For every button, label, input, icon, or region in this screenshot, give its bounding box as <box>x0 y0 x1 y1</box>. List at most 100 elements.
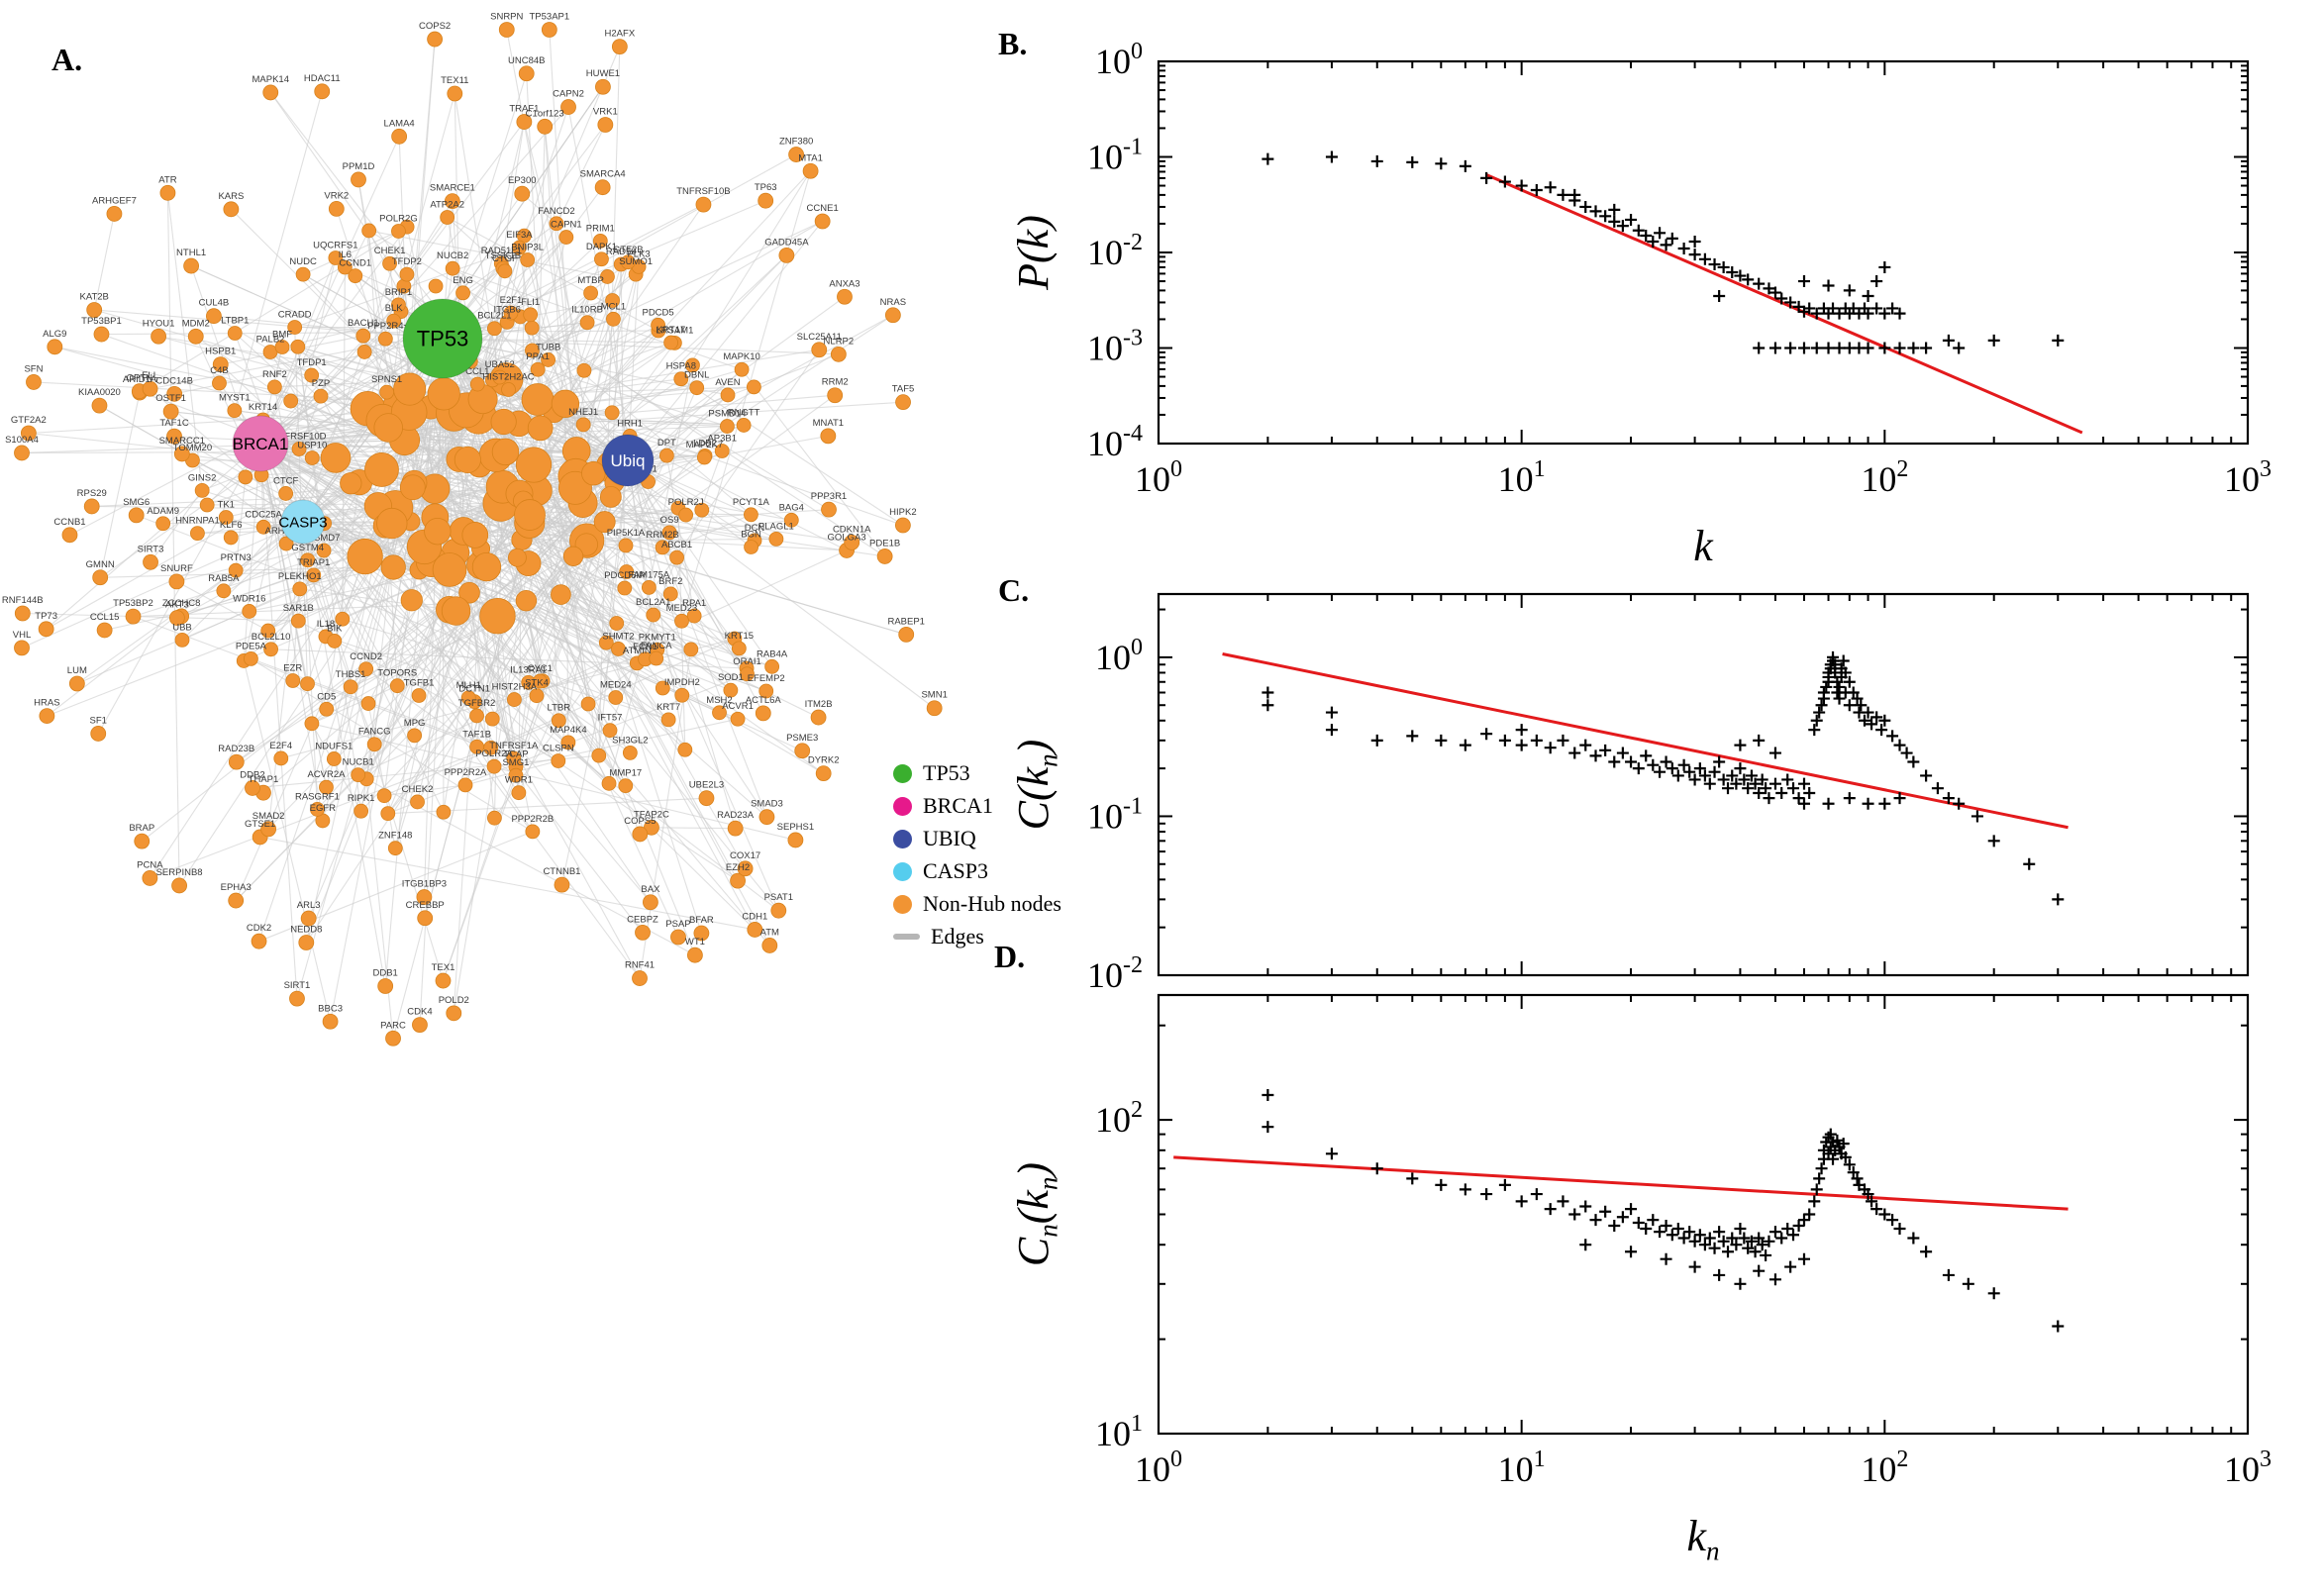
network-node-label: CCND1 <box>339 258 371 269</box>
network-node-label: ARHGEF7 <box>92 195 137 206</box>
network-node <box>134 833 151 849</box>
network-node-label: S100A4 <box>5 435 39 446</box>
network-node <box>609 616 625 631</box>
legend-node-swatch <box>893 861 912 881</box>
network-node <box>602 723 618 739</box>
network-edge <box>166 192 203 491</box>
network-edge <box>615 296 846 464</box>
network-node <box>351 767 366 783</box>
network-node <box>651 317 665 333</box>
network-node <box>758 683 774 699</box>
network-node-label: CAPN1 <box>551 220 582 231</box>
network-node <box>497 263 513 279</box>
network-node <box>26 374 42 390</box>
data-point <box>1768 747 1781 759</box>
network-node-label: RIPK1 <box>348 793 374 804</box>
network-node <box>93 326 110 343</box>
data-point <box>1900 747 1913 759</box>
network-node <box>304 367 320 383</box>
data-point <box>1878 307 1891 320</box>
data-point <box>1406 1172 1419 1185</box>
tick-label: 101 <box>1498 456 1546 499</box>
network-node-label: SF1 <box>90 715 107 726</box>
data-point <box>1843 1158 1856 1171</box>
network-node <box>537 118 554 135</box>
data-point <box>1817 686 1830 699</box>
network-edge <box>627 459 732 691</box>
network-node <box>469 739 485 754</box>
network-node <box>376 507 408 540</box>
network-node <box>86 302 103 318</box>
legend-edge-swatch <box>893 934 920 940</box>
network-node <box>300 552 316 568</box>
network-node <box>541 22 557 38</box>
network-edge <box>453 562 530 1014</box>
network-edge <box>317 459 629 810</box>
network-node-label: HIST2H3A <box>492 682 538 693</box>
data-point <box>1722 782 1735 795</box>
network-node <box>228 562 244 578</box>
network-node-label: GTF2B <box>613 245 644 255</box>
network-node <box>399 266 415 282</box>
legend-item: CASP3 <box>893 858 1061 884</box>
network-node <box>606 311 621 327</box>
network-node-label: GADD45A <box>764 237 809 248</box>
network-node <box>455 285 470 301</box>
network-node <box>358 661 374 677</box>
tick-label: 10-1 <box>1087 135 1143 177</box>
data-point <box>1862 289 1874 302</box>
network-node <box>530 361 546 377</box>
data-point <box>1920 1246 1933 1258</box>
network-node-label: SMG6 <box>123 497 150 508</box>
network-node-label: IL10RB <box>571 305 603 316</box>
network-node <box>162 403 179 420</box>
network-edge <box>525 600 541 682</box>
data-point <box>1920 342 1933 354</box>
legend-item: UBIQ <box>893 826 1061 851</box>
network-node <box>348 268 363 284</box>
network-edge <box>136 514 669 721</box>
network-node <box>242 604 257 619</box>
data-point <box>1734 762 1747 775</box>
network-node-label: NTHL1 <box>176 248 206 258</box>
network-edge <box>150 490 203 563</box>
network-node <box>337 259 353 275</box>
data-point <box>1693 1229 1706 1242</box>
network-edge <box>311 723 796 841</box>
data-point <box>1599 744 1612 756</box>
network-node-label: BNIP3L <box>511 243 544 253</box>
data-point <box>1878 797 1891 810</box>
network-node-label: IL18 <box>317 619 336 630</box>
network-node-label: ALG9 <box>43 329 66 340</box>
network-edge <box>220 363 393 524</box>
network-node <box>304 716 320 732</box>
network-node-label: BCL2L1 <box>477 311 511 322</box>
network-node <box>820 428 837 445</box>
data-point <box>2052 1320 2065 1333</box>
panel-label-a: A. <box>51 42 83 77</box>
data-point <box>1768 342 1781 354</box>
network-node <box>507 548 527 567</box>
data-point <box>1797 797 1810 810</box>
network-node-label: DYRK2 <box>808 755 840 766</box>
data-point <box>1829 666 1842 679</box>
network-node-label: TK1 <box>218 499 235 510</box>
network-node <box>391 128 408 145</box>
data-point <box>1722 1246 1735 1258</box>
data-point <box>1713 1226 1726 1239</box>
network-node <box>778 247 795 263</box>
data-point <box>1760 1248 1772 1261</box>
network-node <box>300 676 315 692</box>
network-node <box>285 673 301 688</box>
network-node-label: VRK2 <box>324 190 349 201</box>
network-node <box>391 224 406 239</box>
network-node-label: MAP2K7 <box>686 440 724 450</box>
legend-item: BRCA1 <box>893 793 1061 819</box>
network-edge <box>236 459 629 763</box>
data-point <box>1370 154 1383 167</box>
network-node <box>758 192 774 209</box>
hub-node-label: TP53 <box>417 327 469 351</box>
network-node <box>187 328 204 345</box>
network-node-label: TFDP1 <box>297 357 327 368</box>
network-edge <box>454 551 627 786</box>
